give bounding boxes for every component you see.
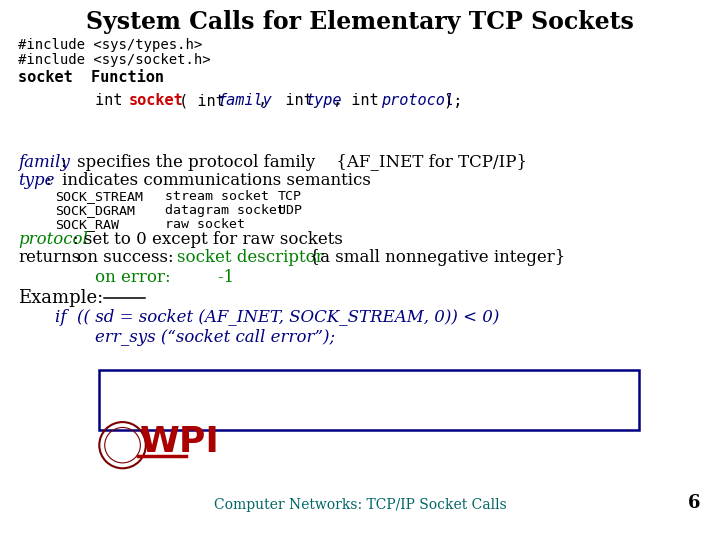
Text: Example:: Example: [18, 289, 103, 307]
Text: type: type [306, 93, 342, 108]
Text: stream socket: stream socket [165, 190, 269, 203]
Text: if  (( sd = socket (AF_INET, SOCK_STREAM, 0)) < 0): if (( sd = socket (AF_INET, SOCK_STREAM,… [55, 309, 500, 326]
Text: {a small nonnegative integer}: {a small nonnegative integer} [299, 249, 565, 266]
FancyBboxPatch shape [99, 370, 639, 430]
Text: ,  int: , int [258, 93, 322, 108]
Text: on success:: on success: [72, 249, 189, 266]
Text: : set to 0 except for raw sockets: : set to 0 except for raw sockets [73, 231, 343, 248]
Text: System Calls for Elementary TCP Sockets: System Calls for Elementary TCP Sockets [86, 10, 634, 34]
Text: on error:         -1: on error: -1 [95, 269, 234, 286]
Text: socket: socket [129, 93, 184, 108]
Text: socket descriptor: socket descriptor [177, 249, 324, 266]
Text: SOCK_DGRAM: SOCK_DGRAM [55, 204, 135, 217]
Text: returns: returns [18, 249, 80, 266]
Text: :  specifies the protocol family    {AF_INET for TCP/IP}: : specifies the protocol family {AF_INET… [61, 154, 527, 171]
Text: int: int [95, 93, 140, 108]
Text: TCP: TCP [278, 190, 302, 203]
Text: type: type [18, 172, 55, 189]
Text: #include <sys/socket.h>: #include <sys/socket.h> [18, 53, 211, 67]
Text: WPI: WPI [140, 425, 220, 459]
Text: SOCK_RAW: SOCK_RAW [55, 218, 119, 231]
Text: );: ); [435, 93, 462, 108]
Text: socket  Function: socket Function [18, 70, 164, 85]
Text: 6: 6 [688, 494, 700, 512]
Text: #include <sys/types.h>: #include <sys/types.h> [18, 38, 202, 52]
Text: raw socket: raw socket [165, 218, 245, 231]
Text: , int: , int [333, 93, 397, 108]
Text: UDP: UDP [278, 204, 302, 217]
Text: ( int: ( int [170, 93, 234, 108]
Text: family: family [217, 93, 272, 108]
Text: protocol: protocol [18, 231, 88, 248]
Text: family: family [18, 154, 70, 171]
Text: protocol: protocol [381, 93, 454, 108]
Text: err_sys (“socket call error”);: err_sys (“socket call error”); [95, 329, 335, 346]
Text: SOCK_STREAM: SOCK_STREAM [55, 190, 143, 203]
Text: datagram socket: datagram socket [165, 204, 285, 217]
Text: :  indicates communications semantics: : indicates communications semantics [46, 172, 371, 189]
Text: Computer Networks: TCP/IP Socket Calls: Computer Networks: TCP/IP Socket Calls [214, 498, 506, 512]
